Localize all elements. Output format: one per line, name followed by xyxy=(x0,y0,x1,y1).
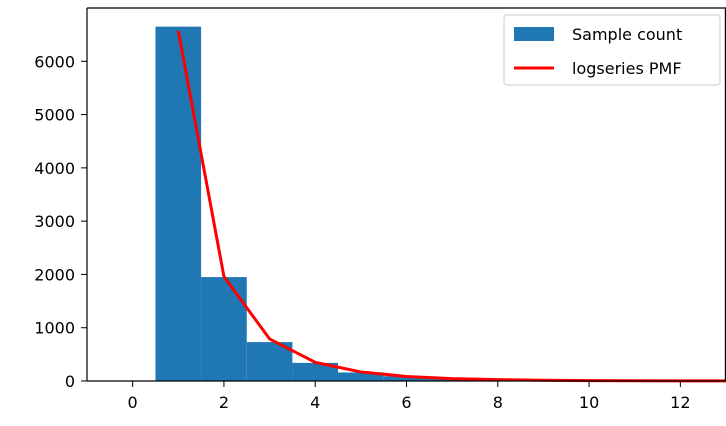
y-tick-label: 4000 xyxy=(34,159,75,178)
x-tick-label: 10 xyxy=(579,393,599,412)
y-tick-label: 1000 xyxy=(34,319,75,338)
y-tick-label: 6000 xyxy=(34,52,75,71)
legend-label-line: logseries PMF xyxy=(572,59,682,78)
x-tick-label: 6 xyxy=(401,393,411,412)
y-tick-label: 0 xyxy=(65,372,75,391)
y-tick-label: 5000 xyxy=(34,106,75,125)
x-tick-label: 8 xyxy=(493,393,503,412)
x-tick-label: 0 xyxy=(128,393,138,412)
x-tick-label: 4 xyxy=(310,393,320,412)
y-tick-label: 3000 xyxy=(34,212,75,231)
legend-label-bars: Sample count xyxy=(572,25,682,44)
y-tick-label: 2000 xyxy=(34,265,75,284)
x-tick-label: 12 xyxy=(670,393,690,412)
x-tick-label: 2 xyxy=(219,393,229,412)
histogram-bar xyxy=(201,277,247,381)
legend-bar-swatch xyxy=(514,27,554,41)
histogram-bar xyxy=(155,27,201,381)
legend: Sample count logseries PMF xyxy=(504,15,720,85)
